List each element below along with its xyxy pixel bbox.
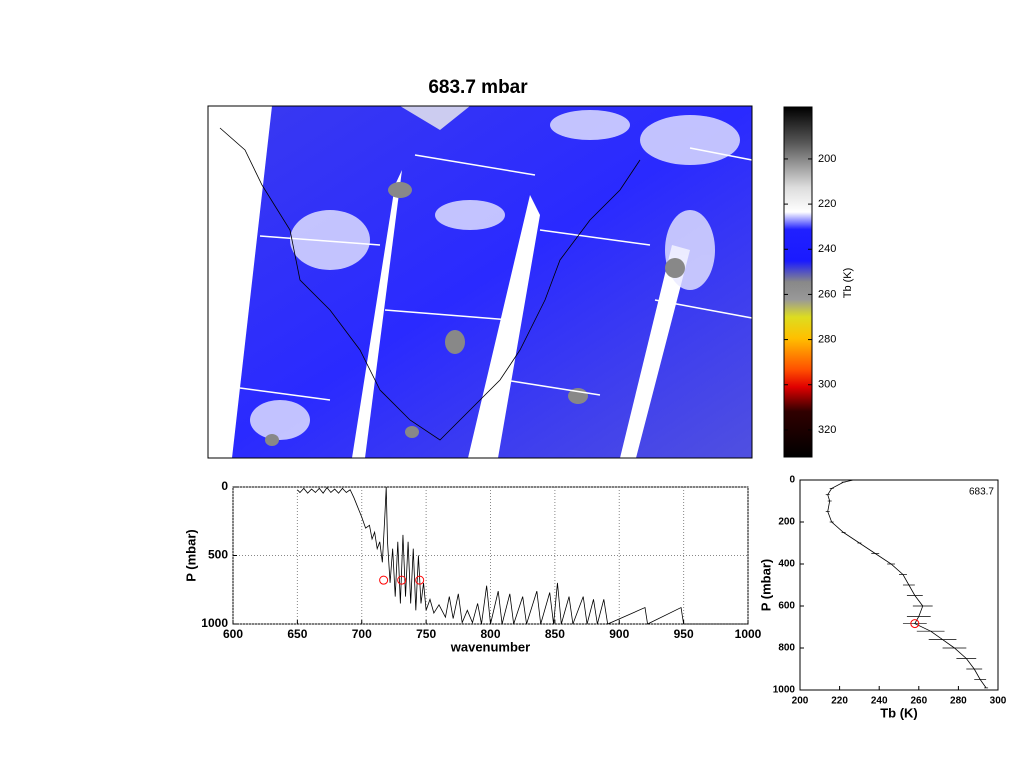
marker <box>415 575 425 585</box>
plot-area <box>232 486 749 625</box>
colorbar-tick-label: 280 <box>818 333 836 345</box>
x-tick-label: 300 <box>990 696 1007 707</box>
x-tick-label: 850 <box>545 627 565 641</box>
y-axis-label: P (mbar) <box>758 559 773 612</box>
y-axis-label: P (mbar) <box>183 529 198 582</box>
x-tick-label: 280 <box>950 696 967 707</box>
plot-area <box>799 479 999 691</box>
x-axis-label: Tb (K) <box>880 705 918 720</box>
annotation: 683.7 <box>969 487 994 498</box>
marker <box>379 575 389 585</box>
y-tick-label: 500 <box>208 548 228 562</box>
y-tick-label: 800 <box>778 643 795 654</box>
x-tick-label: 1000 <box>735 627 762 641</box>
map-title: 683.7 mbar <box>428 77 528 98</box>
x-tick-label: 220 <box>831 696 848 707</box>
x-tick-label: 200 <box>792 696 809 707</box>
x-tick-label: 700 <box>352 627 372 641</box>
y-tick-label: 400 <box>778 559 795 570</box>
x-tick-label: 750 <box>416 627 436 641</box>
y-tick-label: 200 <box>778 517 795 528</box>
x-tick-label: 600 <box>223 627 243 641</box>
x-tick-label: 240 <box>871 696 888 707</box>
colorbar-tick-label: 200 <box>818 153 836 165</box>
marker <box>910 619 920 629</box>
colorbar <box>783 106 813 458</box>
y-tick-label: 600 <box>778 601 795 612</box>
colorbar-tick-label: 300 <box>818 379 836 391</box>
map <box>207 105 753 459</box>
y-tick-label: 0 <box>789 475 795 486</box>
colorbar-tick-label: 320 <box>818 424 836 436</box>
y-tick-label: 0 <box>221 479 228 493</box>
colorbar-tick-label: 220 <box>818 198 836 210</box>
data-line <box>827 479 987 689</box>
y-tick-label: 1000 <box>201 616 228 630</box>
x-tick-label: 800 <box>480 627 500 641</box>
colorbar-tick-label: 260 <box>818 288 836 300</box>
x-tick-label: 650 <box>287 627 307 641</box>
x-tick-label: 260 <box>910 696 927 707</box>
x-tick-label: 950 <box>674 627 694 641</box>
colorbar-label: Tb (K) <box>842 268 854 299</box>
x-axis-label: wavenumber <box>450 639 530 654</box>
y-tick-label: 1000 <box>773 685 796 696</box>
data-line <box>297 486 748 625</box>
marker <box>397 575 407 585</box>
colorbar-tick-label: 240 <box>818 243 836 255</box>
x-tick-label: 900 <box>609 627 629 641</box>
